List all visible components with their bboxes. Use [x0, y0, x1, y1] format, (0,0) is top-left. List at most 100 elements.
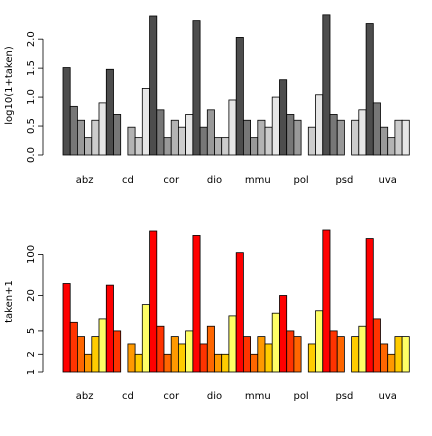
bar [177, 343, 186, 373]
x-tick-label: uva [379, 175, 397, 186]
bar [141, 304, 150, 373]
bar [127, 126, 136, 156]
bar [387, 137, 396, 156]
bar [84, 353, 93, 373]
bar [156, 325, 165, 373]
bar [358, 109, 367, 156]
bar [257, 119, 266, 156]
bar [206, 325, 215, 373]
bar [214, 353, 223, 373]
x-tick-label: cd [122, 175, 134, 186]
bar [372, 318, 381, 373]
bar [380, 343, 389, 373]
bar [98, 318, 107, 373]
bar [69, 321, 78, 373]
bar [286, 114, 295, 156]
bar [264, 126, 273, 156]
bar [228, 99, 237, 156]
y-axis-label: taken+1 [4, 280, 15, 323]
x-tick-label: cd [122, 391, 134, 402]
bar [199, 343, 208, 373]
bar [315, 94, 324, 156]
x-tick-label: uva [379, 391, 397, 402]
bar [394, 336, 403, 373]
x-tick-label: mmu [245, 391, 271, 402]
bar [322, 14, 331, 156]
bar [250, 137, 259, 156]
bar [264, 343, 273, 373]
y-tick-label: 2.0 [26, 31, 37, 47]
bar [372, 102, 381, 156]
bar [69, 105, 78, 156]
bar [62, 67, 71, 156]
bar [177, 126, 186, 156]
x-tick-label: dio [207, 175, 222, 186]
bar [91, 119, 100, 156]
bar [127, 343, 136, 373]
bar [98, 102, 107, 156]
x-tick-label: psd [335, 175, 353, 186]
bar [380, 126, 389, 156]
bar [84, 137, 93, 156]
bar [242, 119, 251, 156]
bar [134, 353, 143, 373]
bar [401, 119, 410, 156]
bar [394, 119, 403, 156]
bar [336, 336, 345, 373]
y-tick-label: 0.0 [26, 147, 37, 163]
bar [199, 126, 208, 156]
bar [185, 114, 194, 156]
bar [77, 336, 86, 373]
bar [387, 353, 396, 373]
bar [329, 330, 338, 373]
x-tick-label: cor [163, 391, 180, 402]
y-tick-label: 2 [26, 351, 37, 357]
bar [351, 119, 360, 156]
bar [113, 330, 122, 373]
bar [170, 119, 179, 156]
bar [149, 15, 158, 156]
bar [293, 336, 302, 373]
bar [307, 343, 316, 373]
bar [293, 119, 302, 156]
bar [401, 336, 410, 373]
y-tick-label: 100 [26, 245, 37, 264]
y-tick-label: 5 [26, 328, 37, 334]
bar [307, 126, 316, 156]
bar [322, 229, 331, 373]
bar [235, 252, 244, 373]
y-tick-label: 0.5 [26, 118, 37, 134]
x-tick-label: abz [76, 175, 94, 186]
bar [62, 283, 71, 373]
x-tick-label: cor [163, 175, 180, 186]
x-tick-label: psd [335, 391, 353, 402]
bar [365, 238, 374, 373]
bar [336, 119, 345, 156]
bar [206, 109, 215, 156]
bar [134, 137, 143, 156]
bar [156, 109, 165, 156]
bar [91, 336, 100, 373]
bar [105, 284, 114, 373]
bar [221, 353, 230, 373]
bar [271, 96, 280, 156]
bar [141, 88, 150, 156]
bar [250, 353, 259, 373]
bar [279, 295, 288, 373]
bar [235, 37, 244, 156]
x-tick-label: pol [293, 175, 308, 186]
bar [163, 137, 172, 156]
y-tick-label: 1.0 [26, 89, 37, 105]
y-tick-label: 1 [26, 369, 37, 375]
bar [214, 137, 223, 156]
y-axis-label: log10(1+taken) [4, 46, 15, 125]
bar [228, 315, 237, 373]
bar [279, 79, 288, 156]
bar [185, 330, 194, 373]
bar [149, 230, 158, 373]
bar [221, 137, 230, 156]
bar [365, 23, 374, 156]
bar [192, 20, 201, 156]
